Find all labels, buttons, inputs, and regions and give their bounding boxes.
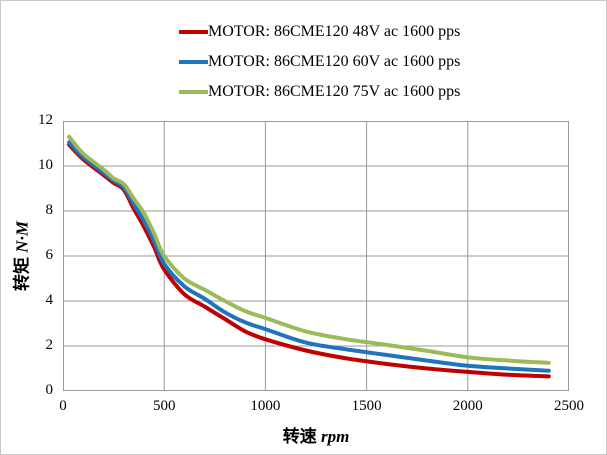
x-tick-label: 2000 — [452, 398, 483, 414]
x-tick-label: 1000 — [250, 398, 281, 414]
legend-item-75v: MOTOR: 86CME120 75V ac 1600 pps — [179, 77, 460, 107]
y-axis-unit: N·M — [12, 221, 32, 253]
y-tick-label: 12 — [38, 112, 53, 128]
curve-series-2 — [67, 134, 551, 365]
x-axis-title-text: 转速 — [282, 427, 317, 446]
legend-item-60v: MOTOR: 86CME120 60V ac 1600 pps — [179, 47, 460, 77]
x-tick-label: 500 — [152, 398, 176, 414]
legend-label-75v: MOTOR: 86CME120 75V ac 1600 pps — [208, 83, 461, 100]
y-axis-title: 转矩 N·M — [8, 221, 33, 291]
legend-item-48v: MOTOR: 86CME120 48V ac 1600 pps — [179, 17, 460, 47]
plot-border — [63, 121, 569, 391]
curve-series-1 — [67, 140, 551, 373]
y-tick-label: 0 — [45, 382, 54, 398]
y-tick-label: 8 — [45, 202, 54, 218]
y-tick-label: 4 — [45, 292, 54, 308]
legend-label-60v: MOTOR: 86CME120 60V ac 1600 pps — [208, 53, 461, 70]
x-tick-label: 1500 — [351, 398, 382, 414]
x-tick-label: 2500 — [554, 398, 584, 414]
legend-line-sample-75v — [179, 90, 208, 94]
y-tick-label: 2 — [45, 337, 54, 353]
legend-line-sample-60v — [179, 60, 208, 64]
x-axis-unit: rpm — [320, 427, 350, 446]
legend-line-sample-48v — [179, 30, 208, 34]
y-axis-title-text: 转矩 — [12, 256, 32, 291]
x-tick-label: 0 — [59, 398, 67, 414]
plot-area — [63, 121, 569, 391]
y-tick-label: 6 — [45, 247, 54, 263]
x-axis-title: 转速 rpm — [63, 422, 569, 447]
legend-label-48v: MOTOR: 86CME120 48V ac 1600 pps — [208, 23, 461, 40]
y-tick-label: 10 — [38, 157, 53, 173]
legend: MOTOR: 86CME120 48V ac 1600 pps MOTOR: 8… — [179, 17, 460, 107]
